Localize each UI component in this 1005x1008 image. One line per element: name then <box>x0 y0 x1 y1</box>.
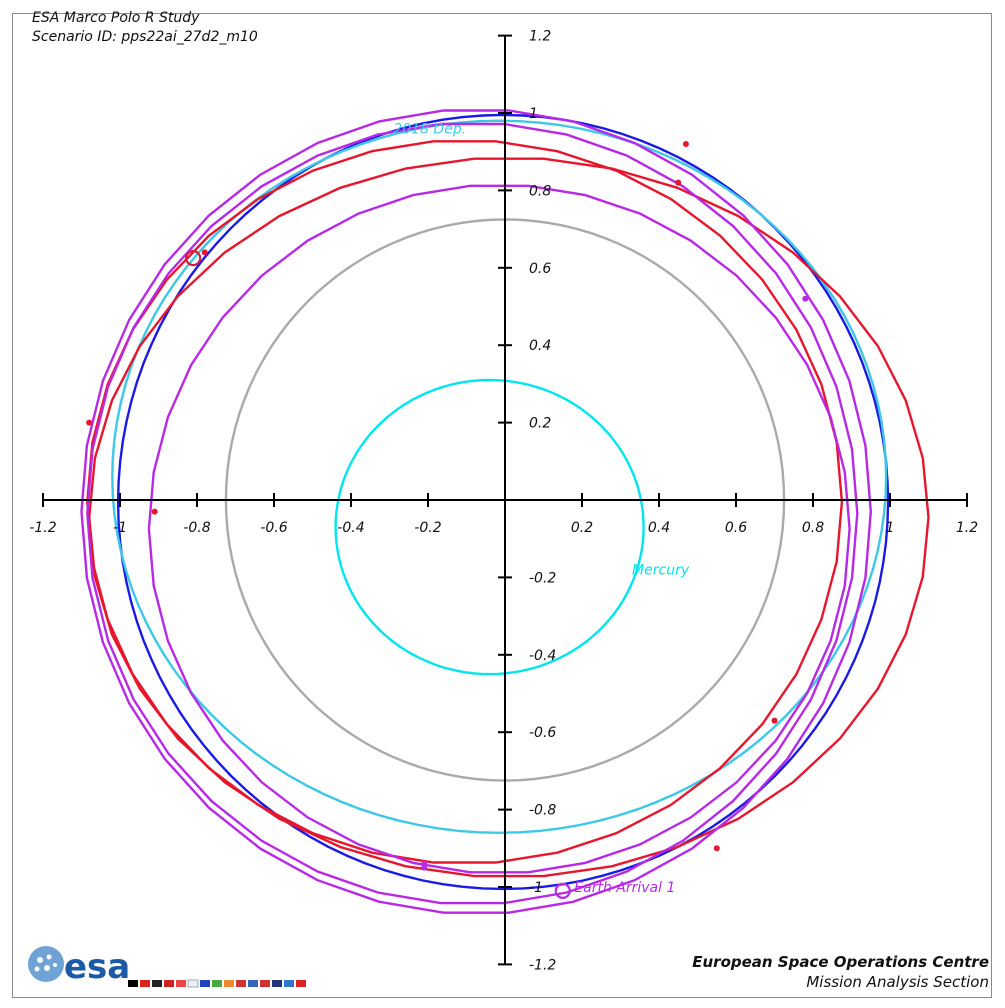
y-tick-label: 0.2 <box>529 416 551 432</box>
y-tick-label: 0.4 <box>529 338 551 354</box>
annotation-group: Earth Arrival 1 2018 Dep. <box>393 121 675 896</box>
chart-title: ESA Marco Polo R Study <box>32 10 200 26</box>
x-tick-label: -0.6 <box>260 520 287 536</box>
x-tick-label: -0.4 <box>337 520 364 536</box>
x-tick-label: 0.6 <box>725 520 747 536</box>
dot-marker-7 <box>713 845 720 852</box>
dot-marker-8 <box>201 249 208 256</box>
y-tick-label: -1 <box>529 880 543 896</box>
esa-logo: esa <box>28 946 306 988</box>
orbit-series-6 <box>80 109 873 914</box>
axes: -1.2 -1 -0.8 -0.6 -0.4 -0.2 0.2 0.4 0.6 0.8 1 1.2 -1… <box>29 29 978 974</box>
dot-marker-2 <box>86 419 93 426</box>
orbit-series-7 <box>86 122 859 905</box>
series-label-0: Mercury <box>632 563 690 579</box>
dot-marker-9 <box>802 295 809 302</box>
y-tick-label: -0.2 <box>529 570 556 586</box>
x-tick-label: 0.8 <box>802 520 824 536</box>
orbit-series-2 <box>116 113 890 891</box>
member-flags <box>128 979 306 988</box>
x-tick-label: 1 <box>886 520 895 536</box>
x-tick-label: -0.2 <box>414 520 441 536</box>
ring-marker-0 <box>185 250 202 267</box>
y-tick-label: 0.8 <box>529 183 551 199</box>
y-tick-label: 1.2 <box>529 29 551 45</box>
x-tick-label: -1 <box>113 520 127 536</box>
esa-globe-icon <box>28 946 64 982</box>
orbit-series-8 <box>147 184 851 874</box>
dot-marker-5 <box>675 179 682 186</box>
scenario-id: Scenario ID: pps22ai_27d2_m10 <box>32 29 258 45</box>
annotation-1: 2018 Dep. <box>393 121 466 137</box>
orbit-series-3 <box>111 119 888 835</box>
x-tick-label: 0.2 <box>571 520 593 536</box>
y-tick-label: -0.8 <box>529 803 556 819</box>
y-tick-label: -0.4 <box>529 648 556 664</box>
x-tick-label: 0.4 <box>648 520 670 536</box>
y-tick-label: -1.2 <box>529 957 556 973</box>
orbit-series-0 <box>334 378 645 676</box>
orbit-series-5 <box>87 157 930 878</box>
dot-marker-6 <box>771 717 778 724</box>
esa-logo-text: esa <box>64 947 130 987</box>
y-tick-label: 1 <box>529 106 538 122</box>
footer-section: Mission Analysis Section <box>806 973 989 991</box>
orbit-series-group: Mercury <box>80 109 930 914</box>
plot-frame <box>12 13 992 998</box>
ring-marker-1 <box>554 882 571 899</box>
y-tick-label: -0.6 <box>529 725 556 741</box>
dot-marker-4 <box>682 140 689 147</box>
annotation-0: Earth Arrival 1 <box>574 880 675 896</box>
dot-marker-11 <box>421 864 428 871</box>
dot-marker-3 <box>151 508 158 515</box>
x-tick-label: 1.2 <box>956 520 978 536</box>
x-tick-label: -1.2 <box>29 520 56 536</box>
footer-organisation: European Space Operations Centre <box>692 953 989 971</box>
x-tick-label: -0.8 <box>183 520 210 536</box>
y-tick-label: 0.6 <box>529 261 551 277</box>
marker-group <box>86 140 809 899</box>
